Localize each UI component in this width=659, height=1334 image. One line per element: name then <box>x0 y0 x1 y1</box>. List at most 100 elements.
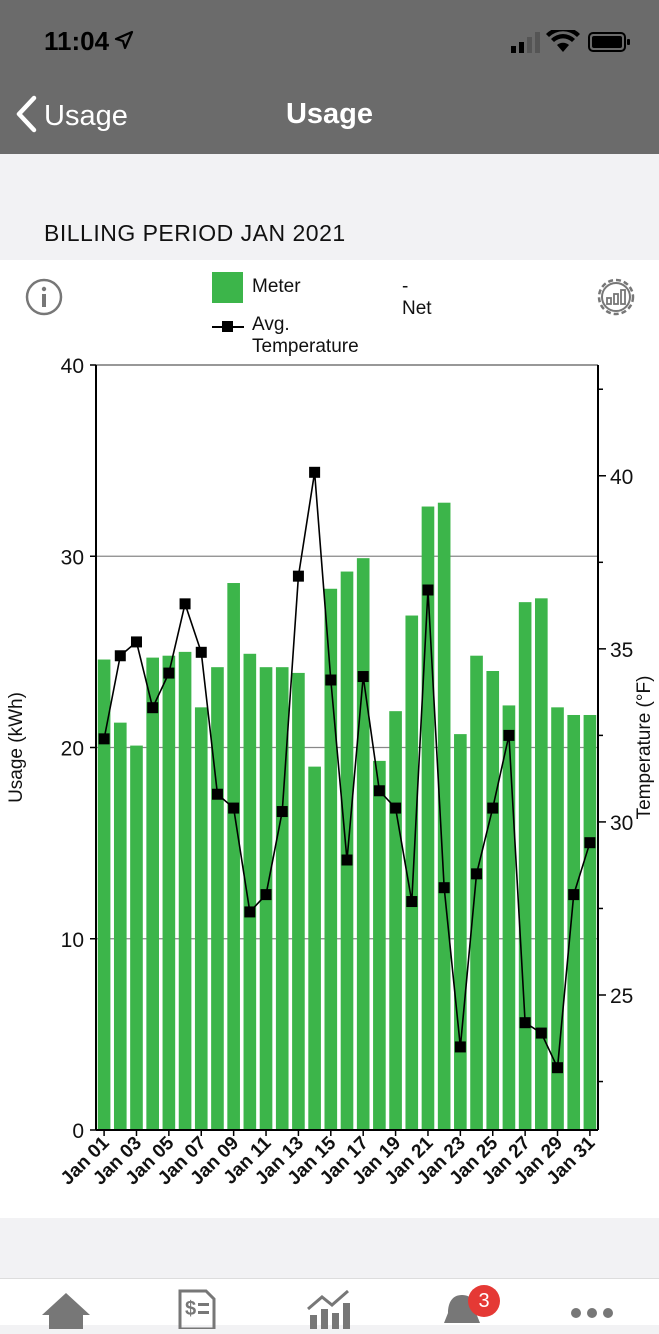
bar-meter <box>470 655 483 1130</box>
chart-settings-button[interactable] <box>593 274 639 325</box>
battery-icon <box>588 32 630 52</box>
temperature-point <box>373 785 385 797</box>
temperature-point <box>228 802 240 814</box>
temperature-point <box>487 802 499 814</box>
bar-meter <box>502 705 516 1130</box>
legend-meter-label: Meter <box>252 276 301 297</box>
temperature-point <box>309 466 321 478</box>
bar-meter <box>486 671 500 1130</box>
y2-axis-title: Temperature (°F) <box>634 676 655 820</box>
back-button[interactable]: Usage <box>14 95 128 138</box>
chevron-left-icon <box>14 95 38 138</box>
bar-meter <box>178 651 192 1130</box>
navigation-bar: Usage Usage <box>0 80 659 154</box>
y-tick-label: 10 <box>61 929 84 952</box>
y2-tick-label: 40 <box>610 466 633 489</box>
status-bar: 11:04 <box>0 0 659 80</box>
temperature-point <box>98 733 110 745</box>
more-icon <box>571 1308 613 1318</box>
bar-meter <box>292 672 305 1130</box>
bar-meter <box>275 667 289 1130</box>
bar-meter <box>162 655 176 1130</box>
legend-net-label: - Net <box>402 276 432 319</box>
bar-meter <box>437 502 451 1130</box>
temperature-point <box>422 584 434 596</box>
temperature-point <box>147 702 159 714</box>
temperature-point <box>163 667 175 679</box>
legend-meter-swatch <box>212 272 243 303</box>
y2-tick-label: 35 <box>610 639 633 662</box>
temperature-point <box>276 806 288 818</box>
bar-meter <box>194 707 208 1130</box>
info-icon <box>25 278 63 316</box>
temperature-point <box>260 889 272 901</box>
temperature-point <box>519 1017 531 1029</box>
notification-badge: 3 <box>468 1285 500 1317</box>
temperature-point <box>390 802 402 814</box>
temperature-point <box>438 882 450 894</box>
temperature-point <box>503 729 515 741</box>
temperature-point <box>341 854 353 866</box>
legend-temperature-marker <box>222 321 233 332</box>
bill-icon: $ <box>178 1289 216 1331</box>
bar-meter <box>97 659 111 1130</box>
y-tick-label: 20 <box>61 738 84 761</box>
temperature-point <box>357 671 369 683</box>
back-label: Usage <box>44 99 128 132</box>
svg-text:$: $ <box>185 1298 196 1320</box>
page-title: Usage <box>285 98 374 130</box>
y-axis-title: Usage (kWh) <box>6 692 27 803</box>
bar-meter <box>227 583 240 1130</box>
cellular-signal-icon <box>511 32 540 53</box>
bar-meter <box>551 707 564 1130</box>
bar-meter <box>211 667 224 1130</box>
temperature-point <box>179 598 191 610</box>
usage-chart-icon <box>307 1289 350 1329</box>
bar-meter <box>356 558 370 1130</box>
status-time: 11:04 <box>44 26 110 56</box>
temperature-point <box>552 1062 564 1074</box>
bar-meter <box>340 571 354 1130</box>
bar-meter <box>389 711 402 1130</box>
home-icon <box>42 1293 90 1329</box>
temperature-point <box>244 906 256 918</box>
temperature-point <box>130 636 142 648</box>
temperature-point <box>211 788 223 800</box>
info-button[interactable] <box>24 277 64 322</box>
y-tick-label: 40 <box>61 355 84 378</box>
tab-more[interactable] <box>562 1289 622 1329</box>
temperature-point <box>471 868 483 880</box>
usage-chart: 0 10 20 30 40 25 30 35 40 Usage (kWh) Temperature … <box>6 355 655 1189</box>
bar-meter <box>324 588 338 1130</box>
temperature-point <box>292 570 304 582</box>
bar-meter <box>130 745 143 1130</box>
temperature-point <box>406 896 418 908</box>
tab-bar: $ <box>0 1278 659 1331</box>
y2-tick-label: 30 <box>610 812 633 835</box>
bar-meter <box>243 653 257 1130</box>
location-arrow-icon <box>114 30 134 56</box>
tab-home[interactable] <box>36 1289 96 1329</box>
bar-meter <box>583 714 597 1130</box>
status-icons <box>511 26 631 54</box>
temperature-point <box>568 889 580 901</box>
y-tick-label: 0 <box>72 1120 84 1143</box>
billing-period-title: BILLING PERIOD JAN 2021 <box>44 220 346 246</box>
temperature-point <box>454 1041 466 1053</box>
tab-usage[interactable] <box>300 1289 360 1329</box>
signal-wifi-battery-icons <box>511 26 630 53</box>
y-tick-label: 30 <box>61 546 84 569</box>
bar-meter <box>454 734 467 1130</box>
temperature-point <box>114 650 126 662</box>
temperature-point <box>195 646 207 658</box>
wifi-icon <box>546 26 580 52</box>
legend-temperature-label: Avg. Temperature <box>252 314 359 357</box>
temperature-point <box>535 1027 547 1039</box>
bar-meter <box>146 657 159 1130</box>
bar-meter <box>405 615 419 1130</box>
y2-tick-label: 25 <box>610 985 633 1008</box>
temperature-point <box>325 674 337 686</box>
temperature-point <box>584 837 596 849</box>
bar-meter <box>308 766 321 1130</box>
tab-bill[interactable]: $ <box>166 1289 226 1331</box>
